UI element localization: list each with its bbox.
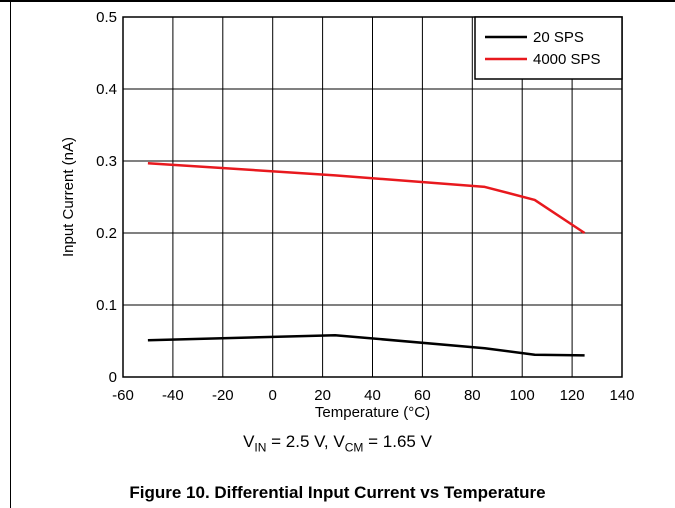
plot-frame: [122, 16, 623, 378]
legend-box: [474, 16, 623, 80]
figure-caption: Figure 10. Differential Input Current vs…: [129, 483, 546, 502]
x-tick-label: 20: [314, 387, 331, 404]
y-tick-label: 0.5: [96, 9, 117, 26]
y-tick-label: 0: [109, 369, 117, 386]
y-tick-label: 0.1: [96, 297, 117, 314]
x-tick-label: 80: [464, 387, 481, 404]
y-tick-label: 0.4: [96, 81, 117, 98]
x-tick-label: -60: [112, 387, 134, 404]
top-border: [0, 0, 675, 2]
x-tick-label: 120: [560, 387, 585, 404]
y-tick-label: 0.2: [96, 225, 117, 242]
x-tick-label: 0: [269, 387, 277, 404]
vin-value: = 2.5 V,: [266, 432, 334, 451]
test-conditions: VIN = 2.5 V, VCM = 1.65 V: [0, 432, 675, 454]
x-tick-label: -40: [162, 387, 184, 404]
vcm-subscript: CM: [344, 440, 364, 455]
series-line-1: [147, 161, 586, 235]
x-tick-label: 100: [510, 387, 535, 404]
x-tick-label: -20: [212, 387, 234, 404]
left-border: [10, 0, 11, 508]
tick-labels: -60 -40 -20 0 20 40 60 80 100 120 140 0 0.1 0.2 0.3 0.4…: [96, 9, 634, 404]
y-tick-label: 0.3: [96, 153, 117, 170]
vin-subscript: IN: [254, 440, 267, 455]
x-tick-label: 40: [364, 387, 381, 404]
vcm-symbol: V: [333, 432, 345, 451]
vcm-value: = 1.65 V: [363, 432, 432, 451]
legend-label-1: 4000 SPS: [533, 51, 601, 68]
legend: 20 SPS 4000 SPS: [474, 16, 623, 80]
line-chart: -60 -40 -20 0 20 40 60 80 100 120 140 0 0.1 0.2 0.3 0.4…: [60, 9, 635, 421]
x-axis-label: Temperature (°C): [315, 404, 430, 421]
x-tick-label: 140: [609, 387, 634, 404]
legend-label-0: 20 SPS: [533, 29, 584, 46]
series-layer: [147, 161, 586, 357]
series-line-0: [147, 333, 585, 357]
x-tick-label: 60: [414, 387, 431, 404]
y-axis-label: Input Current (nA): [60, 137, 77, 257]
vin-symbol: V: [243, 432, 255, 451]
